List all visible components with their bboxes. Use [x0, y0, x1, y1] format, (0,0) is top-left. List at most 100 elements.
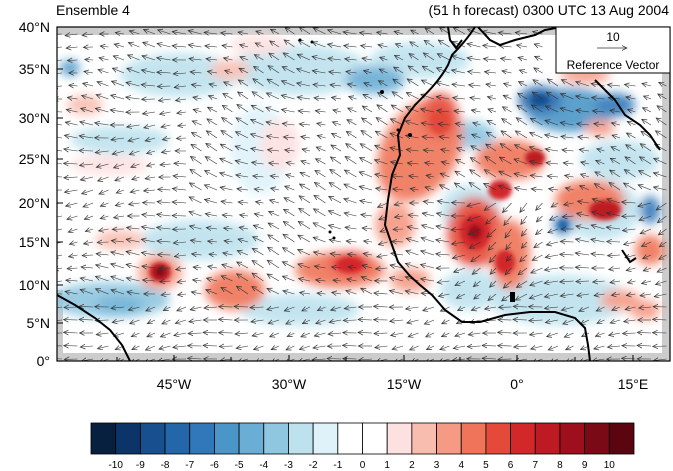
wind-vector — [626, 294, 636, 295]
colorbar-box — [485, 422, 511, 455]
wind-vector — [468, 228, 481, 235]
wind-vector — [624, 320, 636, 322]
wind-vector — [80, 164, 94, 165]
wind-vector — [173, 176, 187, 177]
wind-vector — [474, 293, 481, 299]
wind-vector — [421, 251, 435, 256]
wind-vector — [172, 202, 187, 203]
wind-vector — [236, 175, 249, 177]
wind-vector — [297, 69, 311, 74]
wind-vector — [456, 294, 466, 298]
wind-vector — [172, 189, 187, 190]
wind-vector — [344, 199, 357, 204]
wind-vector — [284, 209, 295, 217]
wind-vector — [69, 255, 78, 257]
wind-vector — [97, 242, 109, 243]
wind-vector — [577, 124, 590, 125]
wind-vector — [69, 85, 78, 86]
wind-vector — [174, 255, 187, 257]
wind-vector — [206, 131, 218, 139]
wind-vector — [81, 108, 94, 112]
wind-vector — [638, 203, 652, 206]
wind-vector — [176, 99, 187, 101]
colorbar-label: 7 — [532, 460, 538, 471]
wind-vector — [205, 214, 218, 216]
wind-vector — [111, 241, 125, 242]
wind-vector — [576, 281, 590, 282]
wind-vector — [421, 238, 435, 243]
wind-vector — [377, 105, 388, 113]
wind-vector — [174, 86, 187, 87]
wind-vector — [408, 215, 419, 216]
wind-vector — [266, 122, 280, 125]
wind-vector — [591, 225, 605, 230]
wind-vector — [143, 280, 156, 281]
wind-vector — [98, 346, 109, 349]
lon-label: 15°E — [618, 376, 649, 392]
wind-vector — [301, 161, 311, 164]
wind-vector — [534, 68, 543, 74]
wind-vector — [608, 346, 621, 347]
wind-vector — [146, 307, 156, 311]
wind-vector — [188, 333, 202, 334]
wind-vector — [84, 242, 94, 244]
wind-vector — [267, 288, 280, 295]
wind-vector — [126, 278, 140, 281]
wind-vector — [470, 158, 481, 165]
colorbar-label: 8 — [557, 460, 563, 471]
wind-vector — [406, 149, 419, 151]
wind-vector — [502, 119, 512, 126]
wind-vector — [192, 133, 202, 139]
wind-vector — [500, 144, 512, 152]
colorbar-label: -9 — [136, 460, 145, 471]
wind-vector — [314, 209, 326, 217]
wind-vector — [390, 265, 404, 268]
wind-vector — [375, 160, 388, 165]
wind-vector — [141, 85, 156, 86]
wind-vector — [65, 122, 78, 125]
wind-vector — [375, 174, 388, 177]
wind-vector — [96, 164, 109, 167]
wind-vector — [380, 57, 388, 60]
wind-vector — [421, 109, 435, 112]
wind-vector — [286, 175, 295, 177]
wind-vector — [57, 176, 63, 178]
wind-vector — [536, 228, 543, 235]
wind-vector — [626, 145, 636, 152]
wind-vector — [173, 242, 187, 243]
wind-vector — [364, 83, 373, 86]
wind-vector — [454, 267, 466, 272]
colorbar-box — [164, 422, 191, 455]
mediterranean-coast — [477, 27, 557, 47]
wind-vector — [581, 174, 590, 177]
wind-vector — [438, 124, 450, 125]
wind-vector — [67, 97, 78, 99]
wind-vector — [592, 98, 605, 100]
wind-vector — [506, 254, 512, 261]
wind-vector — [575, 239, 590, 242]
wind-vector — [611, 147, 621, 152]
wind-vector — [158, 189, 171, 190]
wind-vector — [329, 320, 342, 322]
wind-vector — [141, 239, 156, 242]
red-sea-coast — [594, 79, 661, 151]
wind-vector — [161, 125, 171, 127]
wind-vector — [329, 72, 342, 73]
wind-vector — [147, 151, 156, 154]
wind-vector — [640, 294, 652, 296]
wind-vector — [531, 346, 543, 349]
wind-vector — [437, 111, 450, 113]
wind-vector — [99, 229, 109, 231]
wind-vector — [80, 290, 94, 295]
wind-vector — [57, 268, 63, 270]
wind-vector — [347, 84, 357, 86]
wind-vector — [515, 293, 528, 300]
wind-vector — [235, 333, 249, 334]
wind-vector — [423, 307, 435, 311]
wind-vector — [144, 190, 156, 191]
wind-vector — [253, 237, 264, 243]
wind-vector — [255, 43, 264, 47]
wind-vector — [456, 160, 466, 165]
wind-vector — [126, 82, 140, 87]
wind-vector — [283, 221, 295, 230]
